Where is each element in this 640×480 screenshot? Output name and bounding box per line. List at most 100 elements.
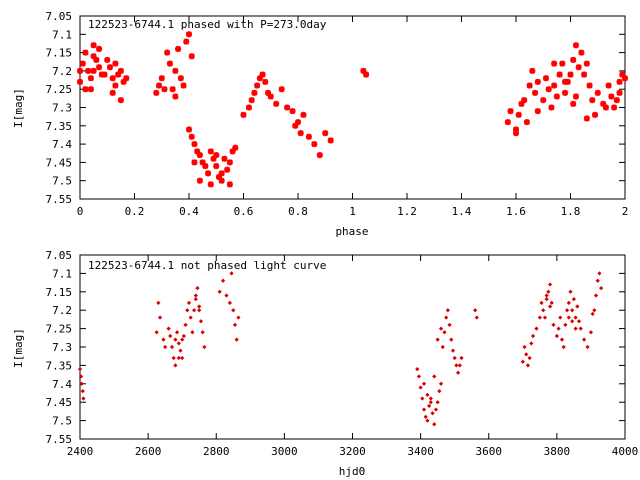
bottom-data-point: [421, 407, 427, 412]
top-data-point: [123, 75, 130, 82]
top-data-point: [316, 152, 323, 159]
bottom-data-point: [551, 322, 556, 328]
bottom-x-tick-label: 3200: [339, 445, 366, 458]
top-data-point: [106, 64, 113, 71]
bottom-data-point: [181, 333, 187, 339]
top-data-point: [87, 86, 94, 93]
bottom-data-point: [556, 326, 561, 331]
top-data-point: [221, 155, 228, 162]
bottom-data-point: [544, 293, 549, 298]
bottom-data-point: [537, 315, 542, 320]
top-data-point: [240, 111, 247, 118]
bottom-data-point: [176, 341, 181, 346]
top-data-point: [161, 86, 168, 93]
bottom-data-point: [173, 363, 178, 368]
bottom-data-point: [597, 271, 602, 276]
top-data-point: [213, 152, 220, 159]
top-data-point: [82, 86, 89, 93]
bottom-data-point: [169, 344, 175, 350]
bottom-y-tick-label: 7.3: [52, 341, 72, 354]
bottom-data-point: [435, 400, 440, 405]
top-data-point: [117, 67, 124, 74]
bottom-data-point: [197, 308, 202, 313]
top-data-point: [196, 152, 203, 159]
top-data-point: [191, 159, 198, 166]
top-data-point: [583, 115, 590, 122]
top-x-tick-label: 0: [77, 205, 84, 218]
top-data-point: [185, 126, 193, 133]
bottom-y-tick-label: 7.55: [46, 433, 73, 446]
top-data-point: [559, 60, 566, 67]
bottom-data-point: [573, 326, 578, 331]
bottom-data-point: [559, 337, 565, 342]
top-data-point: [581, 71, 588, 78]
top-axis-ticks: 0 0.2 0.4 0.6 0.8 1 1.2 1.4 1.6 1.8 2 7.05 7.1 7.15 7.…: [46, 10, 629, 218]
top-data-point: [226, 159, 233, 166]
bottom-data-point: [578, 326, 583, 331]
bottom-y-tick-label: 7.05: [46, 249, 73, 262]
top-data-point: [196, 177, 203, 184]
top-y-axis-label: I[mag]: [12, 88, 25, 128]
bottom-data-point: [183, 322, 188, 328]
bottom-data-point: [416, 374, 422, 379]
bottom-data-point: [174, 330, 180, 335]
top-data-point: [267, 93, 274, 100]
top-data-point: [542, 75, 549, 82]
top-data-point: [592, 111, 599, 118]
bottom-data-point: [592, 308, 597, 313]
top-data-point: [177, 75, 184, 82]
bottom-data-point: [520, 359, 525, 364]
top-y-tick-label: 7.2: [52, 65, 72, 78]
bottom-data-point: [534, 326, 539, 331]
bottom-data-point: [232, 322, 238, 328]
top-data-point: [251, 89, 258, 96]
top-data-point: [300, 111, 307, 118]
top-data-point: [79, 60, 86, 67]
top-data-point: [515, 111, 522, 118]
top-data-point: [311, 141, 318, 148]
top-data-point: [602, 104, 609, 111]
top-data-point: [218, 170, 225, 177]
top-data-point: [185, 31, 193, 38]
bottom-data-point: [563, 322, 568, 328]
bottom-data-point: [227, 300, 232, 305]
bottom-data-point: [595, 278, 600, 283]
bottom-data-point: [571, 297, 577, 302]
top-data-point: [572, 93, 579, 100]
bottom-data-point: [544, 297, 549, 302]
bottom-data-point: [438, 326, 444, 331]
top-y-tick-label: 7.15: [46, 47, 73, 60]
bottom-data-points: [77, 271, 604, 427]
bottom-data-point: [530, 333, 536, 339]
top-data-point: [562, 89, 569, 96]
top-data-point: [109, 89, 116, 96]
bottom-data-point: [191, 308, 197, 313]
top-data-point: [273, 100, 280, 107]
bottom-data-point: [80, 389, 85, 394]
bottom-data-point: [541, 308, 546, 313]
bottom-data-point: [473, 308, 478, 313]
top-data-point: [294, 119, 302, 126]
bottom-data-point: [173, 337, 178, 342]
top-data-point: [191, 141, 198, 148]
top-data-point: [553, 93, 560, 100]
bottom-x-tick-label: 4000: [612, 445, 639, 458]
top-y-tick-label: 7.25: [46, 83, 73, 96]
top-data-point: [548, 104, 555, 111]
bottom-data-point: [454, 363, 459, 368]
bottom-data-point: [435, 337, 440, 342]
bottom-data-point: [195, 285, 200, 291]
top-x-tick-label: 0.8: [288, 205, 308, 218]
bottom-data-point: [428, 396, 433, 401]
bottom-data-point: [566, 300, 571, 305]
bottom-data-point: [588, 330, 594, 335]
bottom-data-point: [161, 337, 166, 342]
bottom-y-tick-label: 7.35: [46, 359, 73, 372]
top-data-point: [172, 67, 179, 74]
bottom-x-tick-label: 2800: [203, 445, 230, 458]
top-data-point: [180, 82, 187, 89]
bottom-x-tick-label: 3600: [476, 445, 503, 458]
top-data-point: [153, 89, 160, 96]
top-data-point: [172, 93, 179, 100]
bottom-data-point: [186, 300, 192, 305]
